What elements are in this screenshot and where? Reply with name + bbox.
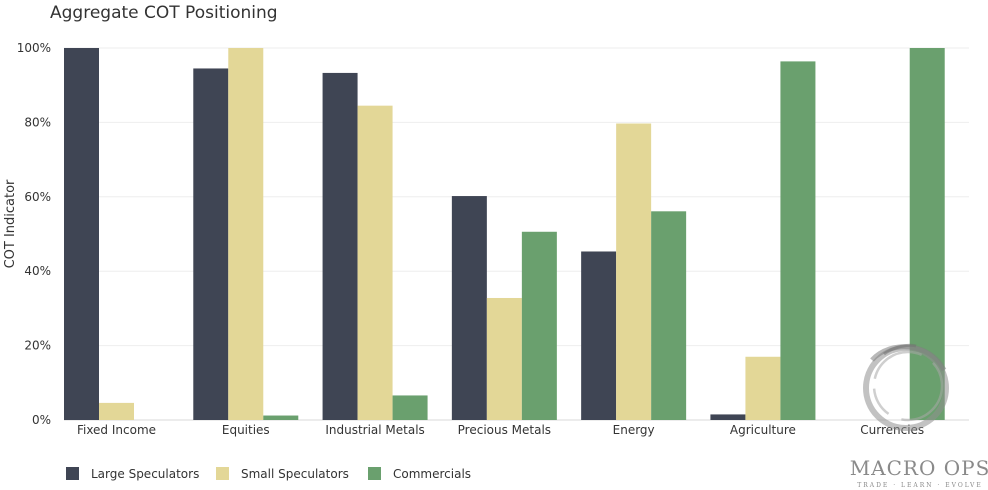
bar-large-speculators-energy [581,251,617,420]
x-tick-label: Agriculture [730,423,796,437]
bar-small-speculators-equities [228,48,264,420]
watermark-brand: MACRO OPS [850,456,988,480]
legend-label: Small Speculators [241,467,349,481]
bar-large-speculators-industrial-metals [322,72,358,420]
legend[interactable]: Large Speculators Small Speculators Commer… [66,467,471,481]
x-tick-label: Equities [222,423,270,437]
watermark-tagline: TRADE · LEARN · EVOLVE [857,482,982,489]
legend-item-small-speculators[interactable]: Small Speculators [216,467,349,481]
x-tick-label: Fixed Income [77,423,156,437]
x-tick-label: Industrial Metals [325,423,424,437]
y-axis-label: COT Indicator [3,179,18,268]
bar-small-speculators-agriculture [745,356,781,420]
y-tick-label: 20% [24,339,51,353]
y-tick-label: 80% [24,115,51,129]
macro-ops-watermark: MACRO OPS TRADE · LEARN · EVOLVE [850,343,988,489]
bar-commercials-equities [263,415,299,420]
bar-commercials-currencies [909,48,945,420]
y-tick-label: 0% [32,413,51,427]
bar-commercials-energy [651,211,687,420]
legend-swatch [368,467,381,480]
bars [64,48,945,421]
legend-label: Commercials [393,467,471,481]
legend-label: Large Speculators [91,467,199,481]
bar-large-speculators-precious-metals [451,196,487,420]
bar-small-speculators-precious-metals [486,297,522,420]
legend-item-large-speculators[interactable]: Large Speculators [66,467,199,481]
bar-small-speculators-fixed-income [99,402,134,420]
bar-commercials-precious-metals [521,231,557,420]
bar-large-speculators-fixed-income [64,48,99,420]
bar-small-speculators-industrial-metals [357,105,393,420]
brush-circle-logo [863,343,949,431]
x-tick-label: Energy [613,423,655,437]
y-tick-label: 100% [17,41,51,55]
bar-large-speculators-equities [193,68,229,421]
chart-title: Aggregate COT Positioning [50,3,278,23]
legend-swatch [66,467,79,480]
bar-commercials-agriculture [780,61,816,420]
y-tick-label: 40% [24,264,51,278]
x-tick-label: Precious Metals [458,423,551,437]
legend-swatch [216,467,229,480]
bar-small-speculators-energy [616,123,652,421]
bar-large-speculators-agriculture [710,414,746,420]
y-tick-label: 60% [24,190,51,204]
x-tick-labels: Fixed Income Equities Industrial Metals Pre… [77,423,924,437]
y-tick-labels: 0% 20% 40% 60% 80% 100% [17,41,51,427]
legend-item-commercials[interactable]: Commercials [368,467,471,481]
bar-commercials-industrial-metals [392,395,428,420]
